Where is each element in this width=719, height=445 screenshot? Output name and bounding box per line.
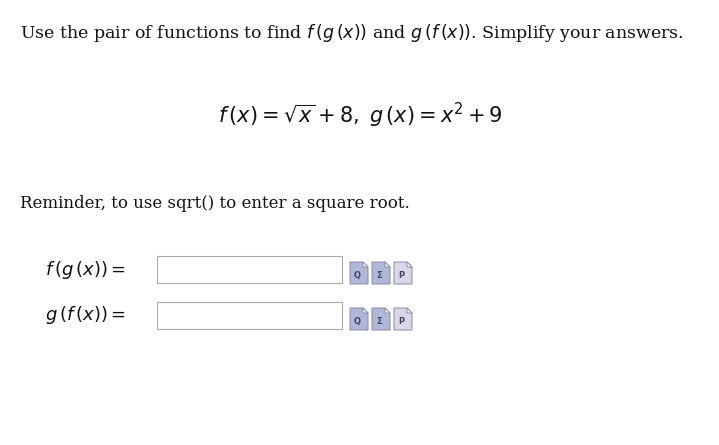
Polygon shape <box>350 308 368 330</box>
Text: Use the pair of functions to find $f\,(g\,(x))$ and $g\,(f\,(x))$. Simplify your: Use the pair of functions to find $f\,(g… <box>20 22 684 44</box>
Text: Reminder, to use sqrt() to enter a square root.: Reminder, to use sqrt() to enter a squar… <box>20 195 410 212</box>
Polygon shape <box>407 262 412 267</box>
Text: $g\,(f\,(x)) =$: $g\,(f\,(x)) =$ <box>45 304 126 326</box>
Text: P: P <box>398 317 404 326</box>
Bar <box>157 256 342 283</box>
Polygon shape <box>363 308 368 313</box>
Text: Q: Q <box>353 271 360 280</box>
Polygon shape <box>372 262 390 284</box>
Polygon shape <box>363 262 368 267</box>
Text: $f\,(x) = \sqrt{x} + 8,\; g\,(x) = x^2 + 9$: $f\,(x) = \sqrt{x} + 8,\; g\,(x) = x^2 +… <box>218 101 503 129</box>
Text: Σ: Σ <box>376 317 382 326</box>
Polygon shape <box>394 308 412 330</box>
Text: Q: Q <box>353 317 360 326</box>
Polygon shape <box>372 308 390 330</box>
Text: Σ: Σ <box>376 271 382 280</box>
Bar <box>157 302 342 329</box>
Polygon shape <box>385 308 390 313</box>
Polygon shape <box>350 262 368 284</box>
Polygon shape <box>407 308 412 313</box>
Polygon shape <box>394 262 412 284</box>
Text: P: P <box>398 271 404 280</box>
Polygon shape <box>385 262 390 267</box>
Text: $f\,(g\,(x)) =$: $f\,(g\,(x)) =$ <box>45 259 126 281</box>
